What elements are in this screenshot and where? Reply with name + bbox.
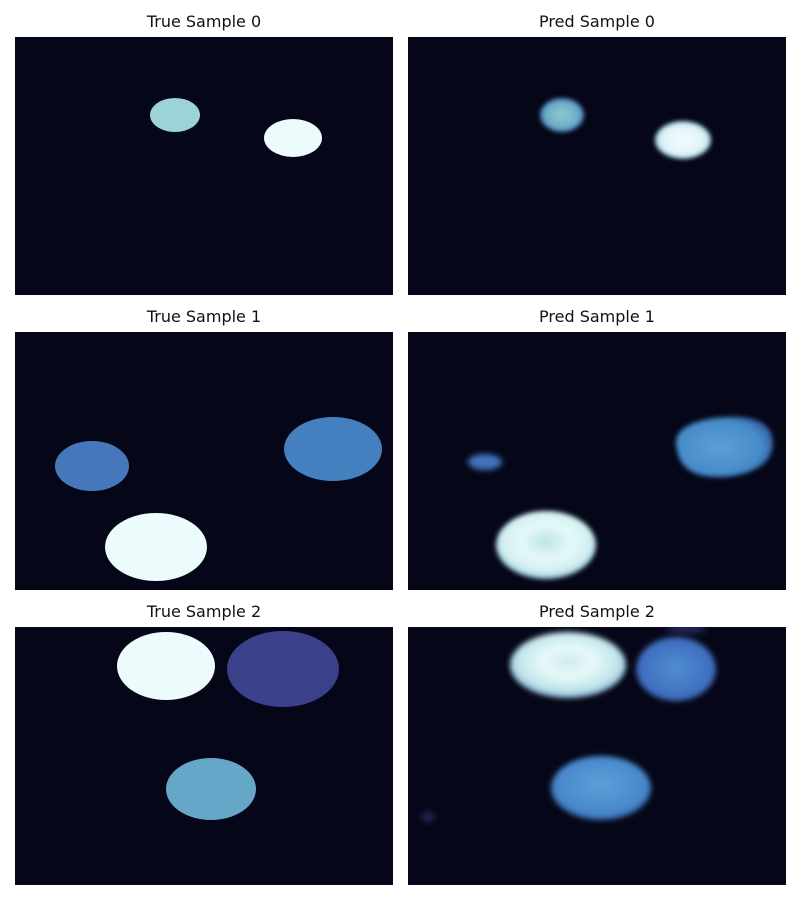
image-background — [408, 37, 786, 295]
blob-white-pred — [655, 121, 711, 159]
blob-steel-blue — [284, 417, 382, 481]
panel-title-true-sample-2: True Sample 2 — [146, 602, 262, 621]
blob-indigo-pred — [636, 637, 716, 701]
panel-title-pred-sample-0: Pred Sample 0 — [539, 12, 655, 31]
blob-small-blue-pred — [468, 454, 502, 470]
image-true-sample-0 — [15, 37, 393, 295]
blob-white — [117, 632, 215, 700]
panel-title-pred-sample-2: Pred Sample 2 — [539, 602, 655, 621]
blob-white — [264, 119, 322, 157]
panel-title-pred-sample-1: Pred Sample 1 — [539, 307, 655, 326]
panel-title-true-sample-0: True Sample 0 — [146, 12, 262, 31]
panel-title-true-sample-1: True Sample 1 — [146, 307, 262, 326]
blob-white-pred — [496, 511, 596, 579]
blob-white-pred — [510, 632, 626, 698]
blob-sky-blue-pred — [551, 756, 651, 820]
blob-white — [105, 513, 207, 581]
image-background — [15, 37, 393, 295]
blob-light-teal — [150, 98, 200, 132]
blob-sky-blue — [166, 758, 256, 820]
image-pred-sample-2 — [408, 627, 786, 885]
blob-light-teal-pred — [540, 98, 584, 132]
image-true-sample-2 — [15, 627, 393, 885]
blob-faint-top-pred — [666, 627, 706, 634]
blob-faint-left-pred — [421, 812, 435, 822]
image-pred-sample-1 — [408, 332, 786, 590]
image-pred-sample-0 — [408, 37, 786, 295]
image-true-sample-1 — [15, 332, 393, 590]
blob-mid-blue — [55, 441, 129, 491]
blob-steel-blue-pred — [675, 416, 773, 478]
blob-indigo — [227, 631, 339, 707]
